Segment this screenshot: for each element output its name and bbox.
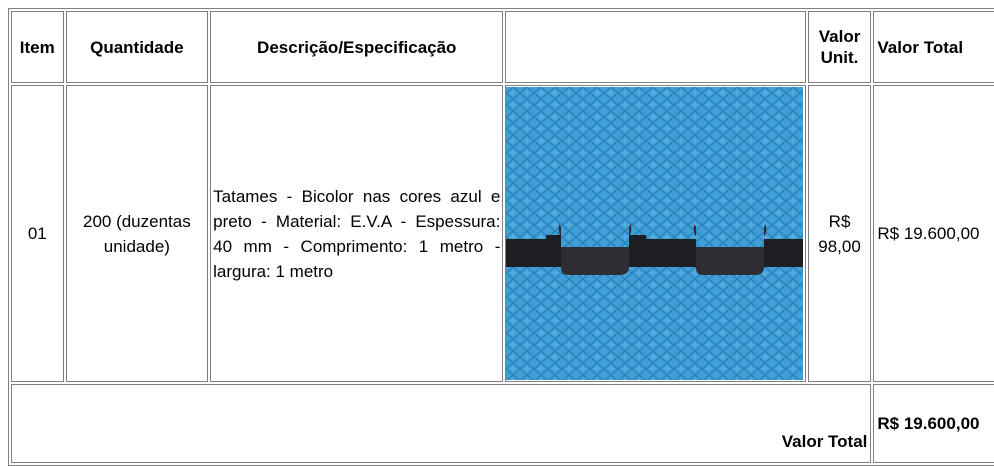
header-cell: Valor Total <box>873 11 994 83</box>
header-row: Item Quantidade Descrição/Especificação … <box>11 11 994 83</box>
total-value-cell: R$ 19.600,00 <box>873 85 994 382</box>
quantity-cell: 200 (duzentas unidade) <box>65 85 209 382</box>
product-image <box>506 87 804 380</box>
unit-value-cell: R$ 98,00 <box>807 85 872 382</box>
header-cell: Valor Unit. <box>807 11 872 83</box>
image-cell <box>505 85 806 382</box>
footer-row: Valor Total R$ 19.600,00 <box>11 384 994 463</box>
header-cell: Quantidade <box>65 11 209 83</box>
header-cell: Descrição/Especificação <box>210 11 504 83</box>
description-cell: Tatames - Bicolor nas cores azul e preto… <box>210 85 504 382</box>
footer-label: Valor Total <box>11 384 872 463</box>
footer-value: R$ 19.600,00 <box>873 384 994 463</box>
item-row: 01 200 (duzentas unidade) Tatames - Bico… <box>11 85 994 382</box>
item-cell: 01 <box>11 85 64 382</box>
quote-table: Item Quantidade Descrição/Especificação … <box>8 8 994 466</box>
header-cell <box>505 11 806 83</box>
header-cell: Item <box>11 11 64 83</box>
